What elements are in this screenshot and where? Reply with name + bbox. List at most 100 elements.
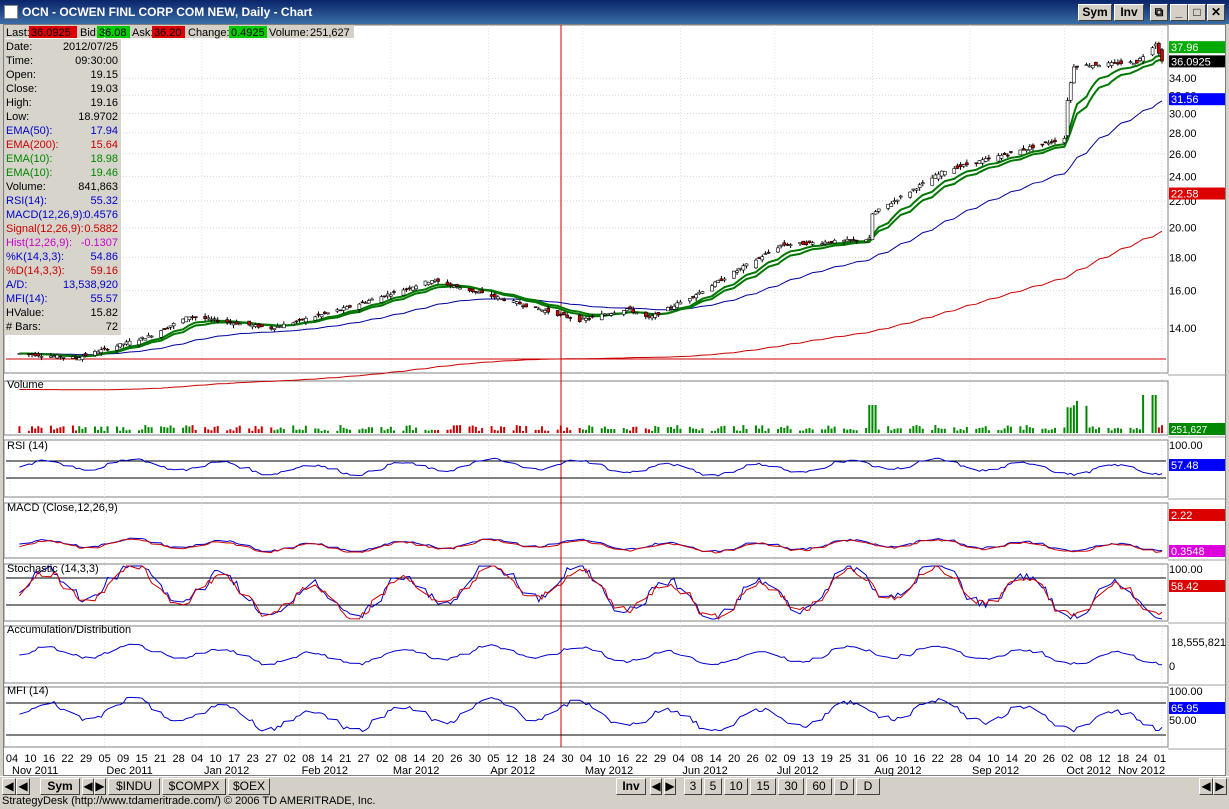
candle-body — [565, 314, 569, 318]
rsi-panel[interactable]: 100.00 57.48 — [6, 440, 1225, 479]
period-15[interactable]: 15 — [750, 778, 776, 795]
sym-prev-icon[interactable]: ◀ — [82, 778, 94, 795]
price-panel[interactable]: 34.0032.0030.0028.0026.0024.0022.0020.00… — [6, 25, 1225, 747]
symbol-tab-compx[interactable]: $COMPX — [162, 778, 226, 795]
volume-bar — [493, 429, 496, 433]
period-d2[interactable]: D — [856, 778, 880, 795]
volume-bar — [326, 430, 329, 433]
candle-body — [480, 289, 484, 294]
prev-icon[interactable]: ◀ — [16, 778, 30, 795]
period-3[interactable]: 3 — [684, 778, 702, 795]
candle-body — [474, 291, 478, 293]
sym-tab[interactable]: Sym — [40, 778, 80, 795]
month-label: Oct 2012 — [1066, 765, 1111, 777]
volume-bar — [714, 430, 717, 433]
candle-body — [389, 294, 393, 297]
scroll-left-icon[interactable]: ◀ — [1199, 778, 1213, 795]
volume-bar — [780, 427, 783, 433]
scroll-right-icon[interactable]: ▶ — [1213, 778, 1227, 795]
quote-bar: Last: 36.0925 Bid: 36.08 Ask: 36.20 Chan… — [4, 25, 354, 39]
candle-body — [1141, 56, 1145, 62]
symbol-tab-indu[interactable]: $INDU — [108, 778, 160, 795]
info-value: 55.57 — [90, 293, 118, 305]
inv-tab[interactable]: Inv — [616, 778, 646, 795]
day-tick-label: 22 — [932, 753, 944, 765]
volume-bar — [654, 425, 657, 433]
price-tick-label: 30.00 — [1169, 108, 1197, 120]
minimize-icon[interactable]: _ — [1170, 4, 1188, 21]
volume-bar — [459, 425, 462, 433]
volume-bar — [348, 429, 351, 433]
candle-body — [1046, 142, 1051, 145]
volume-bar — [106, 426, 109, 433]
ad-tick-label: 0 — [1169, 661, 1175, 673]
candle-body — [669, 306, 673, 309]
close-icon[interactable]: ✕ — [1207, 4, 1225, 21]
volume-bar — [943, 428, 946, 433]
period-d[interactable]: D — [834, 778, 854, 795]
period-60[interactable]: 60 — [806, 778, 832, 795]
day-tick-label: 19 — [821, 753, 833, 765]
volume-bar — [940, 428, 943, 433]
volume-bar — [169, 425, 172, 433]
day-tick-label: 25 — [839, 753, 851, 765]
candle-body — [889, 203, 894, 207]
volume-bar — [317, 428, 320, 433]
info-label: A/D: — [6, 279, 27, 291]
volume-bar — [786, 425, 789, 433]
chart-svg[interactable]: Last: 36.0925 Bid: 36.08 Ask: 36.20 Chan… — [3, 24, 1227, 777]
candle-body — [958, 164, 963, 168]
inv-button[interactable]: Inv — [1114, 4, 1144, 21]
stochastic-panel[interactable]: 100.00 58.42 — [6, 564, 1225, 620]
volume-bar — [821, 429, 824, 433]
panel-border — [3, 563, 1169, 622]
volume-panel[interactable]: 251,627 — [18, 395, 1225, 436]
sym-button[interactable]: Sym — [1078, 4, 1112, 21]
info-label: Hist(12,26,9): — [6, 237, 72, 249]
candle-body — [404, 288, 409, 290]
candle-body — [496, 296, 500, 300]
volume-bar — [437, 429, 440, 433]
volume-bar — [389, 426, 392, 433]
volume-bar — [984, 426, 987, 433]
candle-body — [272, 328, 277, 331]
first-icon[interactable]: ◀ — [2, 778, 16, 795]
candle-body — [650, 315, 654, 319]
inv-prev-icon[interactable]: ◀ — [650, 778, 662, 795]
inv-next-icon[interactable]: ▶ — [664, 778, 676, 795]
volume-bar — [1063, 427, 1066, 433]
day-tick-label: 22 — [635, 753, 647, 765]
volume-bar — [59, 427, 62, 433]
volume-bar — [688, 426, 691, 433]
candle-body — [127, 340, 132, 346]
volume-bar — [603, 426, 606, 433]
panel-frames — [3, 24, 1227, 750]
volume-bar — [260, 426, 263, 433]
period-5[interactable]: 5 — [704, 778, 722, 795]
volume-bar — [647, 429, 650, 433]
day-tick-label: 08 — [691, 753, 703, 765]
detach-icon[interactable]: ⧉ — [1150, 4, 1168, 21]
candle-body — [536, 308, 541, 311]
volume-bar — [1098, 427, 1101, 433]
volume-bar — [764, 430, 767, 433]
candle-body — [952, 168, 957, 174]
macd-panel[interactable]: 2.22 0.3548 — [19, 509, 1225, 558]
maximize-icon[interactable]: □ — [1188, 4, 1206, 21]
ad-panel[interactable]: 0 18,555,821 — [19, 636, 1226, 673]
candle-body — [137, 339, 141, 345]
candle-body — [876, 208, 881, 212]
volume-bar — [116, 426, 119, 433]
chart-area[interactable]: Last: 36.0925 Bid: 36.08 Ask: 36.20 Chan… — [3, 24, 1227, 777]
sym-next-icon[interactable]: ▶ — [94, 778, 106, 795]
volume-bar — [723, 425, 726, 433]
candle-body — [414, 285, 418, 290]
volume-bar — [805, 428, 808, 433]
period-30[interactable]: 30 — [778, 778, 804, 795]
volume-bar — [345, 428, 348, 433]
candle-body — [555, 310, 560, 316]
period-10[interactable]: 10 — [724, 778, 748, 795]
candle-body — [326, 312, 330, 315]
symbol-tab-oex[interactable]: $OEX — [228, 778, 270, 795]
